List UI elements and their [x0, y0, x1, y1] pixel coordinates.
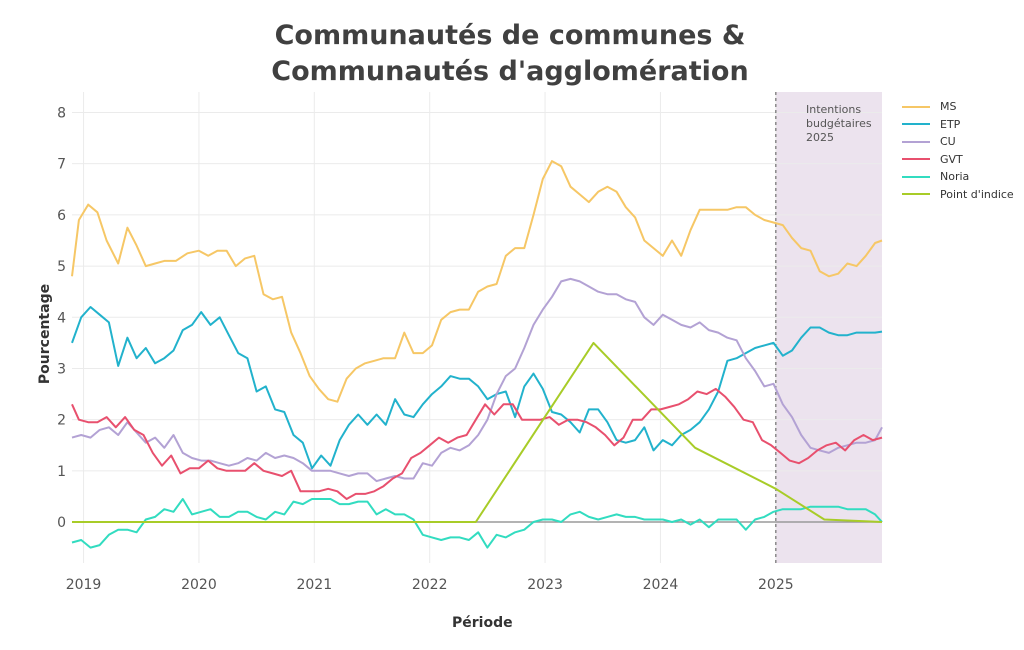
series-line-etp [71, 306, 883, 470]
x-tick-label: 2025 [758, 577, 794, 593]
x-tick-label: 2023 [527, 577, 563, 593]
legend-label: MS [940, 100, 957, 114]
legend-item: Point d'indice [902, 186, 1014, 204]
x-tick-label: 2019 [66, 577, 102, 593]
legend-label: ETP [940, 117, 961, 131]
legend-swatch [902, 105, 930, 108]
y-tick-label: 5 [57, 259, 66, 275]
x-tick-label: 2024 [643, 577, 679, 593]
y-tick-label: 4 [57, 310, 66, 326]
x-tick-label: 2022 [412, 577, 448, 593]
legend-item: Noria [902, 168, 1014, 186]
legend-item: MS [902, 98, 1014, 116]
series-line-point-d-indice [72, 341, 883, 523]
y-tick-label: 3 [57, 361, 66, 377]
legend-label: Noria [940, 170, 970, 184]
legend-swatch [902, 175, 930, 178]
legend-label: Point d'indice [940, 187, 1014, 201]
y-axis-title: Pourcentage [37, 283, 54, 385]
legend: MS ETP CU GVT Noria Point d'indice [902, 98, 1014, 203]
y-tick-label: 2 [57, 413, 66, 429]
legend-swatch [902, 140, 930, 143]
series-line-cu [71, 277, 883, 483]
shaded-region [775, 92, 882, 563]
x-tick-label: 2021 [296, 577, 332, 593]
x-tick-label: 2020 [181, 577, 217, 593]
legend-label: GVT [940, 152, 963, 166]
series-line-noria [71, 498, 883, 549]
y-tick-label: 8 [57, 105, 66, 121]
legend-swatch [902, 193, 930, 196]
series-line-ms [71, 160, 883, 403]
chart-title-line-1: Communautés de communes & [274, 20, 746, 51]
legend-item: ETP [902, 116, 1014, 134]
series-line-gvt [71, 387, 883, 500]
legend-item: CU [902, 133, 1014, 151]
y-tick-label: 7 [57, 157, 66, 173]
chart-title-line-2: Communautés d'agglomération [271, 56, 749, 87]
legend-swatch [902, 158, 930, 161]
legend-swatch [902, 123, 930, 126]
y-tick-label: 6 [57, 208, 66, 224]
legend-label: CU [940, 135, 956, 149]
x-axis-title: Période [452, 615, 513, 631]
legend-item: GVT [902, 151, 1014, 169]
y-tick-label: 1 [57, 464, 66, 480]
shaded-region-label: Intentions budgétaires 2025 [806, 103, 872, 144]
y-tick-label: 0 [57, 515, 66, 531]
